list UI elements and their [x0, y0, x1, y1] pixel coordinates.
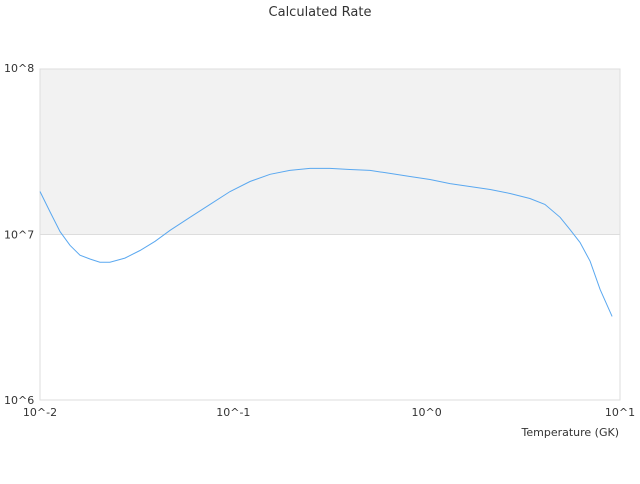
x-tick-label: 10^-1: [216, 406, 250, 419]
x-tick-label: 10^0: [412, 406, 442, 419]
plot-frame: [39, 68, 621, 401]
chart-title: Calculated Rate: [269, 5, 372, 20]
y-tick-label: 10^7: [4, 229, 34, 242]
plot-area: [39, 68, 621, 401]
y-tick-label: 10^8: [4, 62, 34, 75]
series-line: [39, 167, 613, 317]
x-axis: 10^-2 10^-1 10^0 10^1: [23, 406, 635, 419]
x-axis-label: Temperature (GK): [521, 426, 620, 439]
x-tick-label: 10^-2: [23, 406, 57, 419]
grid-band: [40, 69, 620, 235]
y-axis: 10^6 10^7 10^8: [4, 62, 34, 407]
y-tick-label: 10^6: [4, 394, 34, 407]
x-tick-label: 10^1: [605, 406, 635, 419]
